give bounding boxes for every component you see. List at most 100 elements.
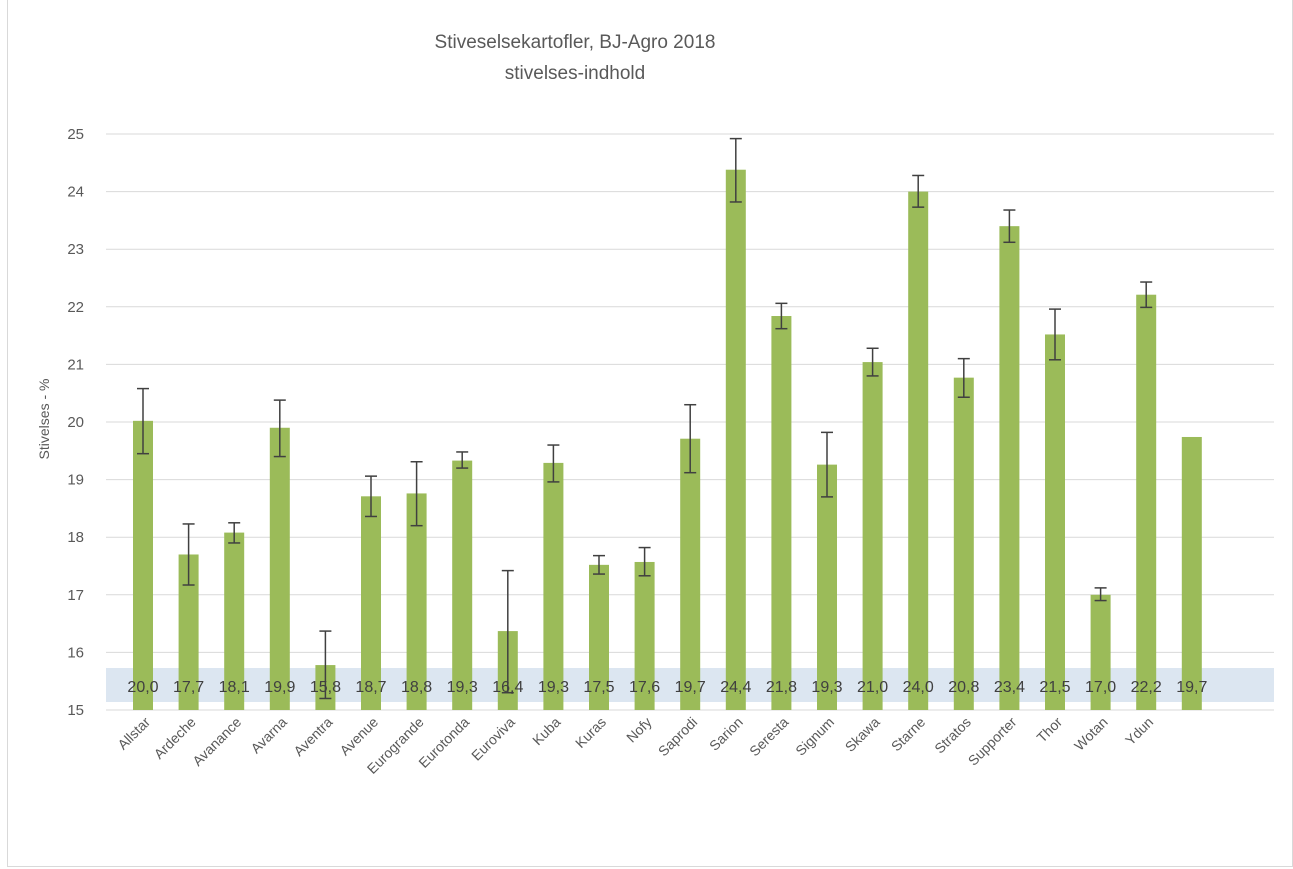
y-tick-label: 21: [67, 356, 84, 373]
data-label: 20,8: [948, 679, 979, 696]
data-label: 17,7: [173, 679, 204, 696]
data-label: 19,7: [675, 679, 706, 696]
x-category-label: Skawa: [842, 714, 883, 755]
data-label: 17,5: [583, 679, 614, 696]
x-category-label: Nofy: [623, 714, 655, 746]
x-category-label: Signum: [792, 714, 837, 759]
y-tick-label: 18: [67, 529, 84, 546]
bar: [1090, 594, 1111, 710]
error-bar: [684, 403, 697, 474]
y-tick-label: 16: [67, 644, 84, 661]
error-bar: [319, 630, 332, 700]
error-bar: [410, 460, 423, 527]
x-category-label: Thor: [1033, 714, 1065, 746]
error-bars: [137, 137, 1153, 700]
data-label: 18,7: [355, 679, 386, 696]
error-bar: [866, 347, 879, 377]
x-category-label: Eurotonda: [415, 714, 472, 771]
data-label: 19,3: [538, 679, 569, 696]
y-tick-label: 17: [67, 587, 84, 604]
bar: [908, 191, 929, 711]
error-bar: [1094, 587, 1107, 602]
x-category-label: Wotan: [1071, 714, 1111, 754]
data-label: 17,0: [1085, 679, 1116, 696]
x-category-label: Avarna: [247, 714, 290, 757]
data-label: 15,8: [310, 679, 341, 696]
y-tick-label: 19: [67, 472, 84, 489]
bar: [634, 561, 655, 710]
data-label: 24,4: [720, 679, 751, 696]
bar: [1136, 294, 1157, 710]
bar: [1181, 436, 1202, 710]
chart-title: Stiveselsekartofler, BJ-Agro 2018: [435, 32, 716, 53]
x-category-label: Aventra: [290, 714, 335, 759]
bar: [133, 420, 153, 710]
y-axis-title: Stivelses - %: [36, 379, 52, 460]
bar: [999, 226, 1020, 710]
y-tick-label: 20: [67, 414, 84, 431]
x-category-label: Avenue: [336, 714, 381, 759]
error-bar: [273, 399, 286, 458]
bar: [178, 554, 199, 710]
bar: [817, 464, 837, 710]
bar: [589, 564, 609, 710]
x-category-label: Saprodi: [655, 714, 700, 759]
x-category-label: Kuba: [529, 714, 564, 749]
bar: [725, 169, 746, 710]
bar: [771, 316, 792, 710]
data-label: 18,8: [401, 679, 432, 696]
x-category-label: Kuras: [572, 714, 609, 751]
x-category-label: Supporter: [965, 714, 1020, 769]
x-category-label: Stratos: [931, 714, 974, 757]
bar: [862, 362, 883, 710]
x-category-label: Avanance: [189, 714, 244, 769]
error-bar: [456, 451, 469, 469]
bar: [543, 462, 564, 710]
data-label: 23,4: [994, 679, 1025, 696]
data-label: 21,8: [766, 679, 797, 696]
error-bar: [501, 569, 514, 694]
y-tick-label: 25: [67, 126, 84, 143]
x-category-label: Allstar: [114, 714, 153, 753]
x-category-label: Ydun: [1122, 714, 1156, 748]
y-tick-label: 22: [67, 299, 84, 316]
chart-subtitle: stivelses-indhold: [505, 63, 645, 84]
bar: [361, 496, 381, 710]
data-label: 19,9: [264, 679, 295, 696]
error-bar: [957, 357, 970, 398]
data-label: 18,1: [219, 679, 250, 696]
data-labels: 20,0 17,7 18,1 19,9 15,8 18,7 18,8 19,3 16,4 19,3…: [127, 679, 1207, 696]
bars: [133, 169, 1202, 711]
error-bar: [775, 302, 788, 330]
data-label: 19,3: [447, 679, 478, 696]
chart-area: 15 16 17 18 19 20 21 22 23 24 25 Allstar Ardeche Ava…: [7, 0, 1293, 867]
error-bar: [137, 387, 149, 455]
error-bar: [1003, 209, 1016, 244]
y-tick-label: 23: [67, 241, 84, 258]
data-label: 19,3: [811, 679, 842, 696]
data-label: 21,0: [857, 679, 888, 696]
y-tick-label: 15: [67, 702, 84, 719]
error-bar: [638, 546, 651, 577]
x-category-label: Seresta: [746, 714, 792, 760]
data-label: 17,6: [629, 679, 660, 696]
data-label: 21,5: [1039, 679, 1070, 696]
error-bar: [593, 554, 605, 575]
bar: [452, 460, 473, 710]
bar: [1045, 334, 1065, 710]
y-axis-ticks: 15 16 17 18 19 20 21 22 23 24 25: [67, 126, 84, 719]
bar-chart: 15 16 17 18 19 20 21 22 23 24 25 AllstarArdecheAva…: [36, 32, 1274, 777]
bar: [680, 438, 701, 710]
bar: [224, 532, 245, 710]
data-label: 19,7: [1176, 679, 1207, 696]
x-category-label: Sarion: [706, 714, 746, 754]
error-bar: [365, 475, 377, 518]
error-bar: [547, 444, 560, 483]
error-bar: [1140, 281, 1153, 309]
bar: [406, 493, 427, 710]
data-label: 24,0: [903, 679, 934, 696]
data-label: 20,0: [127, 679, 158, 696]
error-bar: [182, 523, 195, 586]
error-bar: [912, 174, 925, 208]
